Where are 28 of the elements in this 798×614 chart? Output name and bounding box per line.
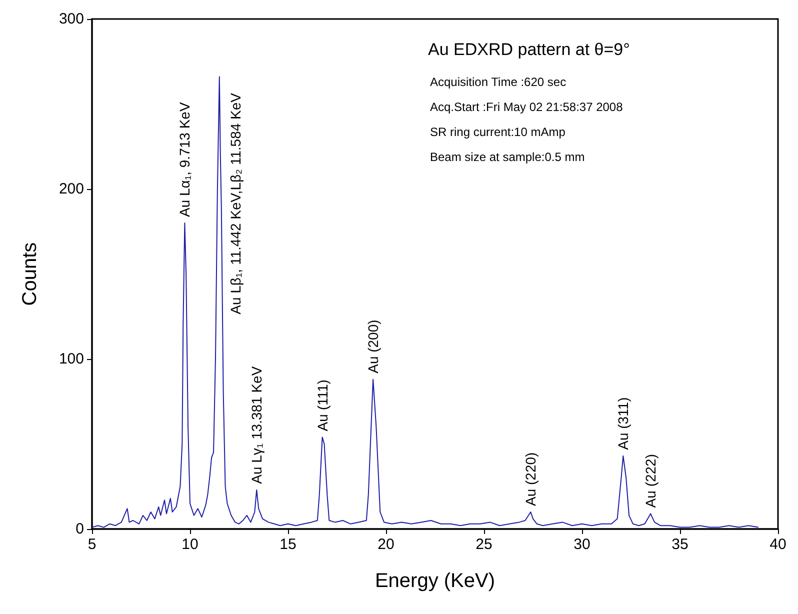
annotation: Beam size at sample:0.5 mm — [430, 150, 585, 164]
y-tick-label: 200 — [58, 180, 84, 198]
annotation: Au (111) — [314, 380, 330, 432]
x-tick-label: 5 — [88, 536, 96, 553]
annotation: Au Lγ₁ 13.381 KeV — [248, 366, 265, 484]
annotation: Au (222) — [642, 454, 659, 508]
x-tick-label: 25 — [476, 536, 492, 553]
annotation: Au (220) — [522, 452, 539, 506]
annotation: Acquisition Time :620 sec — [430, 75, 566, 89]
y-tick-label: 0 — [76, 520, 84, 538]
annotation: SR ring current:10 mAmp — [430, 125, 566, 139]
y-tick-label: 100 — [58, 350, 84, 368]
x-tick-label: 10 — [182, 536, 198, 553]
x-tick-label: 30 — [574, 536, 590, 553]
y-tick-label: 300 — [58, 10, 84, 28]
annotation: Au Lα₁, 9.713 KeV — [176, 102, 193, 217]
x-axis-title: Energy (KeV) — [374, 570, 496, 592]
annotation: Au Lβ₁, 11.442 KeV,Lβ₂ 11.584 KeV — [227, 92, 244, 314]
x-tick-label: 20 — [378, 536, 394, 553]
x-tick-label: 35 — [672, 536, 688, 553]
annotation: Acq.Start :Fri May 02 21:58:37 2008 — [430, 100, 624, 114]
x-tick-label: 40 — [770, 536, 786, 553]
annotation: Au (311) — [615, 397, 632, 450]
line-series — [92, 76, 759, 528]
annotation: Au (200) — [365, 320, 382, 374]
x-tick-label: 15 — [280, 536, 296, 553]
y-axis-title: Counts — [19, 242, 41, 306]
text: Au EDXRD pattern at θ=9° — [428, 40, 630, 59]
